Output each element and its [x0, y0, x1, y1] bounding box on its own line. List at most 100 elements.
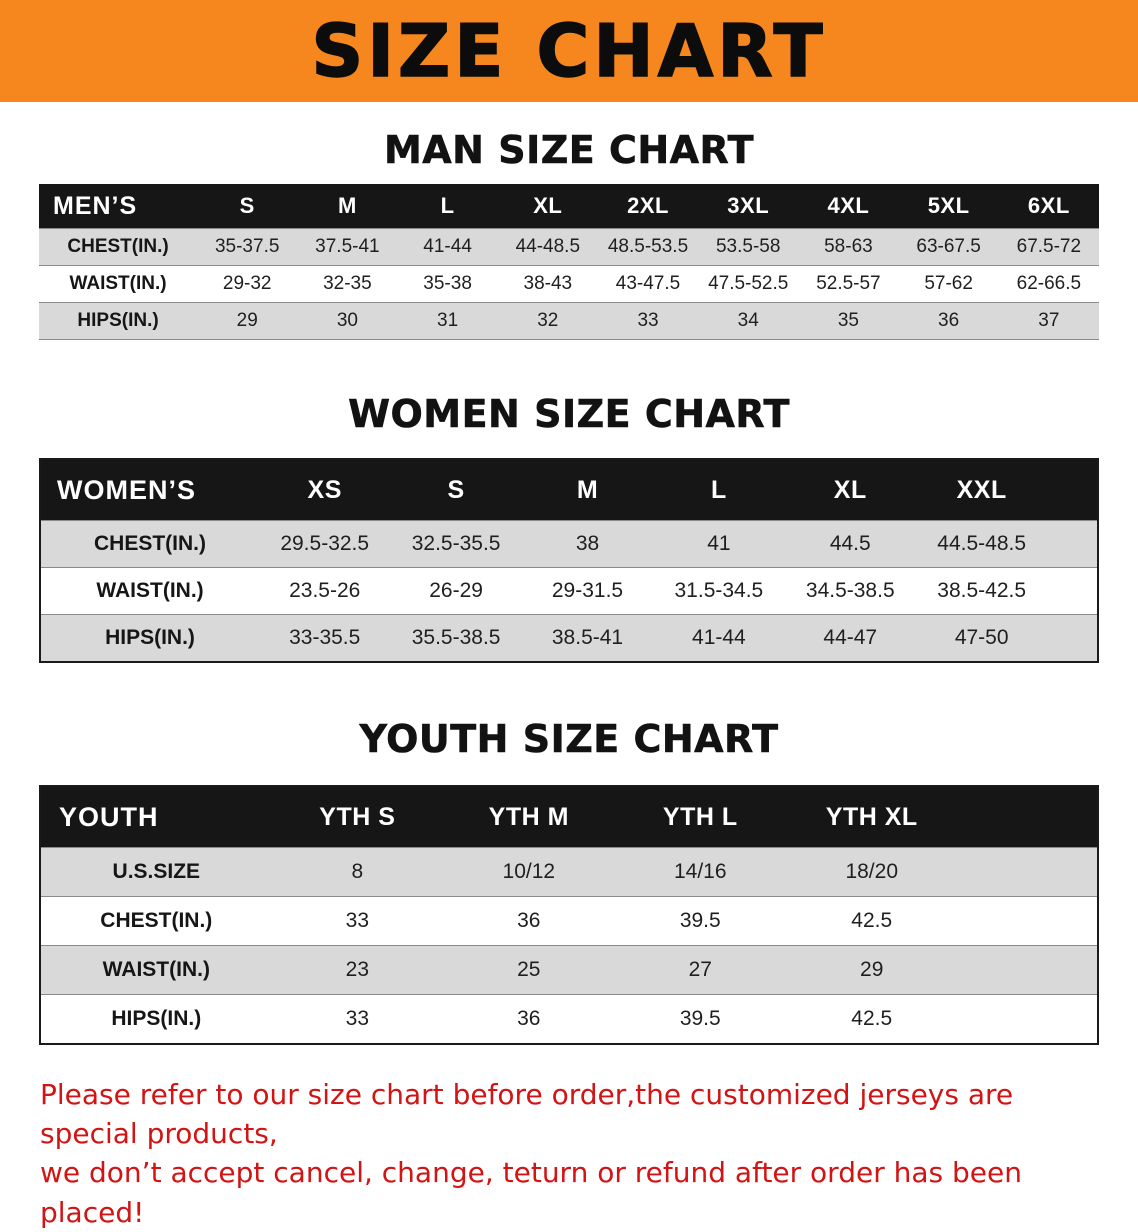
measurement-row: WAIST(IN.) 29-32 32-35 35-38 38-43 43-47.5 47.… [39, 265, 1099, 303]
size-value-cell: 67.5-72 [1016, 236, 1082, 257]
size-value-cell: 44-47 [823, 626, 878, 649]
page-title: SIZE CHART [311, 9, 827, 93]
size-value-cell: 31.5-34.5 [674, 579, 764, 602]
size-value-cell: 41 [707, 532, 731, 555]
row-label-cell: HIPS(IN.) [105, 626, 195, 649]
youth-size-chart-section: YOUTH SIZE CHART YOUTH YTH S YTH M YTH L YTH… [0, 717, 1138, 1045]
size-value-cell: 42.5 [851, 909, 893, 932]
size-header-cell: XS [259, 459, 391, 521]
size-header-cell: YTH S [271, 786, 444, 848]
youth-section-title: YOUTH SIZE CHART [359, 717, 779, 762]
size-header-cell: 3XL [698, 184, 799, 229]
disclaimer-line: we don’t accept cancel, change, teturn o… [40, 1156, 1022, 1229]
spacer-cell [1047, 459, 1098, 521]
size-header-cell: 2XL [597, 184, 699, 229]
banner: SIZE CHART [0, 0, 1138, 102]
size-value-cell: 8 [351, 860, 364, 883]
size-value-cell: 10/12 [502, 860, 556, 883]
size-value-cell: 63-67.5 [916, 236, 981, 257]
size-value-cell: 33 [345, 909, 369, 932]
size-header-cell: YTH M [443, 786, 615, 848]
measurement-row: CHEST(IN.) 33 36 39.5 42.5 [40, 896, 1098, 946]
size-value-cell: 32-35 [323, 273, 372, 294]
row-label-cell: WAIST(IN.) [69, 273, 167, 294]
spacer-cell [1047, 568, 1098, 615]
size-value-cell: 35 [837, 310, 859, 331]
row-label-cell: CHEST(IN.) [100, 909, 213, 932]
size-value-cell: 30 [336, 310, 358, 331]
size-value-cell: 38.5-41 [551, 626, 624, 649]
spacer-cell [957, 848, 1098, 897]
disclaimer-line: Please refer to our size chart before or… [40, 1078, 1014, 1151]
size-value-cell: 57-62 [924, 273, 973, 294]
size-value-cell: 27 [688, 958, 712, 981]
size-header-cell: 4XL [798, 184, 899, 229]
size-value-cell: 36 [517, 1007, 541, 1030]
size-header-cell: YTH L [614, 786, 786, 848]
size-value-cell: 32.5-35.5 [411, 532, 501, 555]
size-value-cell: 23 [345, 958, 369, 981]
women-size-chart-section: WOMEN SIZE CHART WOMEN’S XS S M L XL XXL CHEST… [0, 392, 1138, 663]
table-header-row: MEN’S S M L XL 2XL 3XL 4XL 5XL 6XL [39, 184, 1099, 229]
size-header-cell: 5XL [898, 184, 999, 229]
size-value-cell: 35-37.5 [214, 236, 280, 257]
size-value-cell: 29-31.5 [551, 579, 624, 602]
row-label-cell: HIPS(IN.) [111, 1007, 202, 1030]
size-value-cell: 43-47.5 [615, 273, 681, 294]
size-value-cell: 29 [860, 958, 884, 981]
row-label-cell: U.S.SIZE [112, 860, 201, 883]
table-title-cell: YOUTH [40, 786, 272, 848]
spacer-cell [957, 897, 1098, 946]
size-value-cell: 29-32 [222, 273, 272, 294]
size-value-cell: 44-48.5 [515, 236, 581, 257]
size-header-cell: L [653, 459, 785, 521]
size-value-cell: 32 [537, 310, 559, 331]
size-value-cell: 42.5 [851, 1007, 893, 1030]
size-value-cell: 26-29 [429, 579, 483, 602]
size-value-cell: 35-38 [423, 273, 472, 294]
size-header-cell: YTH XL [786, 786, 958, 848]
size-header-cell: XL [784, 459, 916, 521]
size-value-cell: 33 [637, 310, 659, 331]
measurement-row: WAIST(IN.) 23.5-26 26-29 29-31.5 31.5-34.5 34… [40, 567, 1098, 615]
size-value-cell: 29 [236, 310, 258, 331]
size-value-cell: 34 [737, 310, 759, 331]
size-value-cell: 36 [517, 909, 541, 932]
row-label-cell: CHEST(IN.) [94, 532, 206, 555]
table-title-cell: WOMEN’S [40, 459, 260, 521]
spacer-cell [1047, 615, 1098, 663]
row-label-cell: CHEST(IN.) [67, 236, 169, 257]
spacer-cell [957, 995, 1098, 1045]
table-header-row: WOMEN’S XS S M L XL XXL [40, 459, 1098, 521]
size-value-cell: 23.5-26 [289, 579, 361, 602]
man-section-title: MAN SIZE CHART [383, 128, 755, 173]
measurement-row: CHEST(IN.) 35-37.5 37.5-41 41-44 44-48.5 48.5… [39, 228, 1099, 266]
size-value-cell: 33 [345, 1007, 369, 1030]
women-section-title: WOMEN SIZE CHART [348, 392, 790, 437]
size-value-cell: 18/20 [845, 860, 899, 883]
size-value-cell: 41-44 [423, 236, 472, 257]
man-size-chart-section: MAN SIZE CHART MEN’S S M L XL 2XL 3XL 4XL 5XL 6XL… [0, 128, 1138, 340]
size-value-cell: 47.5-52.5 [708, 273, 789, 294]
size-value-cell: 35.5-38.5 [411, 626, 501, 649]
spacer-cell [957, 786, 1098, 848]
size-value-cell: 38 [575, 532, 600, 555]
spacer-cell [957, 946, 1098, 995]
disclaimer: Please refer to our size chart before or… [40, 1075, 1094, 1232]
size-header-cell: XXL [915, 459, 1048, 521]
size-value-cell: 34.5-38.5 [805, 579, 895, 602]
size-value-cell: 48.5-53.5 [607, 236, 689, 257]
womens-size-table: WOMEN’S XS S M L XL XXL CHEST(IN.) 29.5-32.5 32.… [39, 458, 1099, 663]
measurement-row: HIPS(IN.) 33-35.5 35.5-38.5 38.5-41 41-44 44-… [40, 614, 1098, 663]
size-value-cell: 58-63 [824, 236, 873, 257]
size-value-cell: 38-43 [523, 273, 573, 294]
youth-size-table: YOUTH YTH S YTH M YTH L YTH XL U.S.SIZE 8 10/1… [39, 785, 1099, 1045]
size-value-cell: 47-50 [954, 626, 1009, 649]
size-value-cell: 31 [437, 310, 459, 331]
size-value-cell: 39.5 [679, 909, 721, 932]
size-value-cell: 38.5-42.5 [937, 579, 1027, 602]
size-value-cell: 53.5-58 [715, 236, 781, 257]
table-header-row: YOUTH YTH S YTH M YTH L YTH XL [40, 786, 1098, 848]
size-header-cell: XL [497, 184, 598, 229]
table-title-cell: MEN’S [39, 184, 198, 229]
